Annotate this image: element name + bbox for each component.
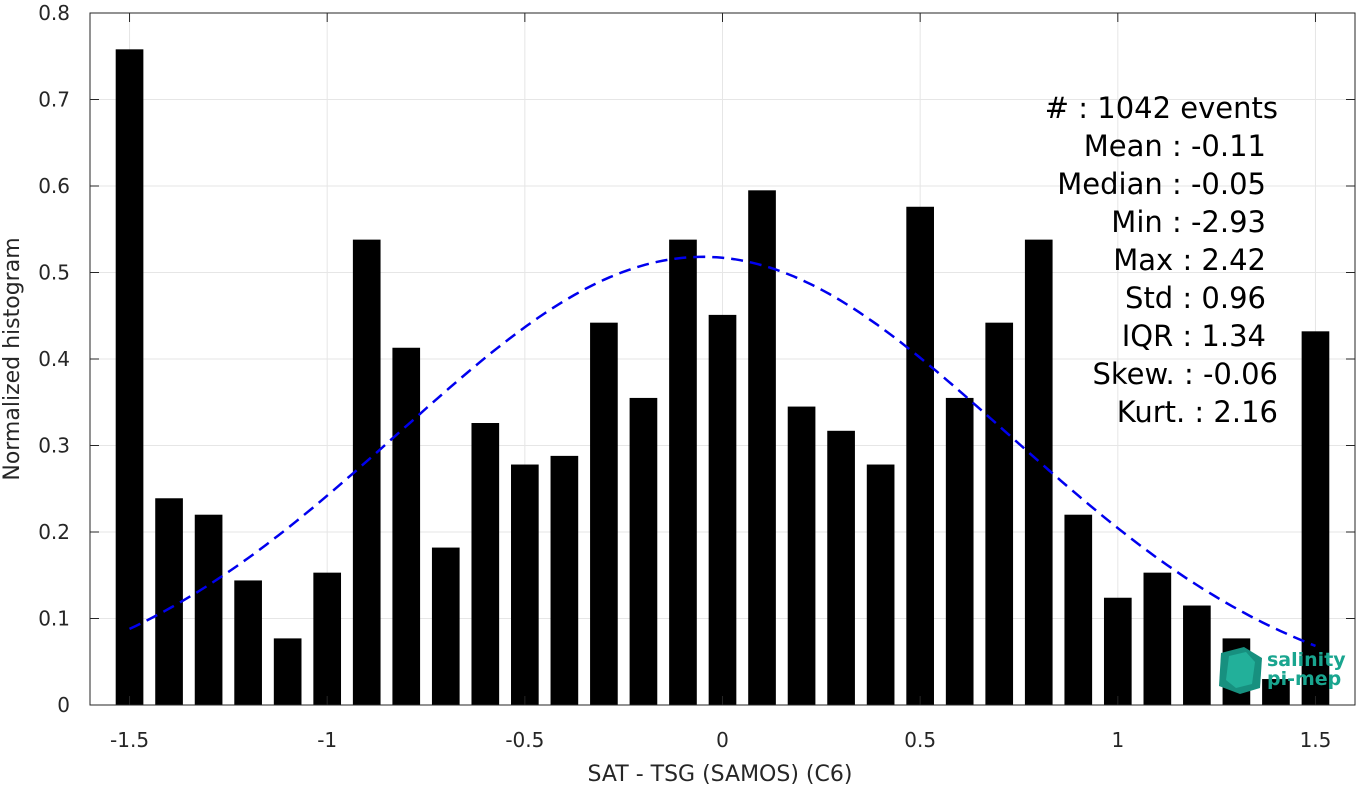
salinity-pi-mep-logo: salinity pi-mep [1219,647,1346,694]
histogram-bar [1143,572,1172,705]
x-tick-label: -1 [317,728,337,752]
histogram-bar [471,423,500,705]
histogram-bar [708,314,737,705]
x-tick-label: -0.5 [505,728,544,752]
y-tick-label: 0.3 [38,434,70,458]
histogram-bar [1024,239,1053,705]
histogram-bar [629,397,658,705]
y-axis-label: Normalized histogram [0,237,25,480]
y-tick-label: 0.5 [38,261,70,285]
histogram-bar [194,514,223,705]
histogram-bar [511,464,539,705]
histogram-bar [352,239,381,705]
logo-text-pi-mep: pi-mep [1267,668,1341,690]
histogram-bar [392,347,421,705]
histogram-bar [985,322,1014,705]
stat-min: Min : -2.93 [1111,205,1266,239]
histogram-bar [550,455,579,705]
stat-mean: Mean : -0.11 [1084,129,1266,163]
histogram-bar [590,322,618,705]
y-tick-label: 0.6 [38,174,70,198]
histogram-bar [906,206,934,705]
y-tick-label: 0.1 [38,607,70,631]
stat-iqr: IQR : 1.34 [1122,319,1266,353]
y-tick-label: 0.4 [38,347,70,371]
y-tick-label: 0.2 [38,520,70,544]
bars [115,49,1330,705]
histogram-bar [1064,514,1093,705]
axis-ticks [90,12,1355,706]
histogram-bar [155,498,183,705]
x-axis-label: SAT - TSG (SAMOS) (C6) [588,762,853,785]
histogram-bar [945,397,974,705]
histogram-bar [669,239,697,705]
histogram-bar [866,464,895,705]
x-tick-labels: -1.5 -1 -0.5 0 0.5 1 1.5 [110,728,1331,752]
histogram-bar [1301,331,1330,705]
histogram-bar [115,49,144,705]
x-tick-label: -1.5 [110,728,149,752]
histogram-bar [827,430,855,705]
x-tick-label: 1.5 [1300,728,1332,752]
stats-box: # : 1042 events Mean : -0.11 Median : -0… [1045,91,1278,429]
stat-max: Max : 2.42 [1113,243,1266,277]
stat-std: Std : 0.96 [1125,281,1266,315]
stat-median: Median : -0.05 [1057,167,1266,201]
y-tick-label: 0.7 [38,88,70,112]
histogram-bar [1103,597,1132,705]
stat-kurt: Kurt. : 2.16 [1117,395,1278,429]
histogram-bar [1262,679,1290,705]
histogram-bar [273,638,302,705]
x-tick-label: 0 [716,728,729,752]
histogram-bar [234,580,262,705]
y-tick-labels: 0 0.1 0.2 0.3 0.4 0.5 0.6 0.7 0.8 [38,1,70,717]
histogram-bar [313,572,342,705]
histogram-bar [1183,605,1211,705]
histogram-bar [431,547,460,705]
x-tick-label: 0.5 [904,728,936,752]
x-tick-label: 1 [1111,728,1124,752]
y-tick-label: 0 [57,693,70,717]
histogram-bar [787,406,816,705]
stat-events: # : 1042 events [1045,91,1278,125]
stat-skew: Skew. : -0.06 [1092,357,1278,391]
normal-fit-curve [128,255,1316,648]
logo-text-salinity: salinity [1267,649,1346,671]
y-tick-label: 0.8 [38,1,70,25]
histogram-bar [748,190,776,705]
